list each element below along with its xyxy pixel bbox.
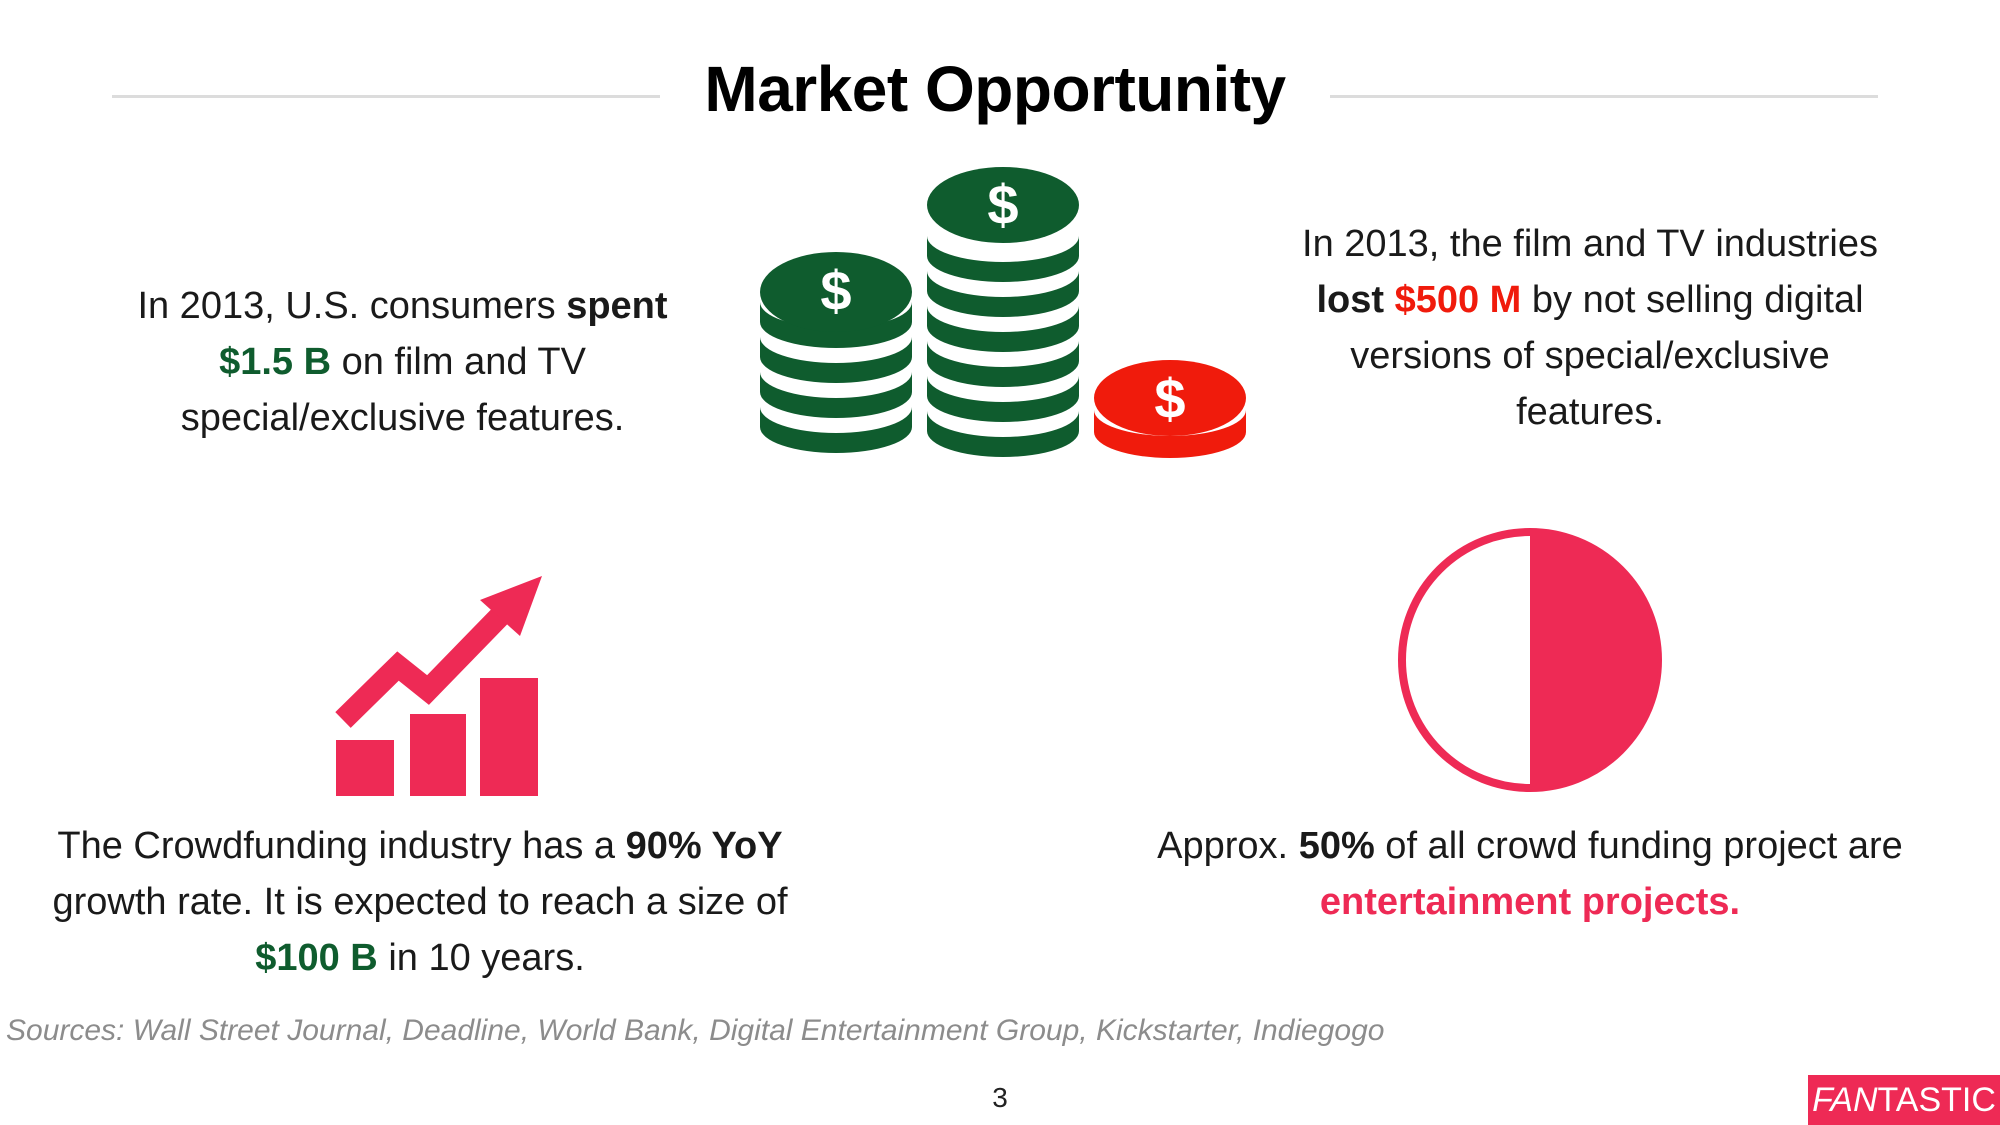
slide-title: Market Opportunity — [704, 53, 1286, 125]
brand-logo: FANTASTIC — [1808, 1075, 2000, 1125]
stat-industry-loss: In 2013, the film and TV industries lost… — [1302, 223, 1878, 433]
growth-chart-icon — [335, 576, 542, 796]
title-rule-right — [1330, 95, 1878, 98]
coin-stacks-icon: $ $ $ — [760, 167, 1246, 458]
sources-note: Sources: Wall Street Journal, Deadline, … — [6, 1014, 1385, 1047]
stat-crowdfunding-growth: The Crowdfunding industry has a 90% YoY … — [52, 825, 788, 979]
title-rule-left — [112, 95, 660, 98]
stat-entertainment-share: Approx. 50% of all crowd funding project… — [1157, 825, 1903, 923]
coin-dollar-symbol: $ — [820, 259, 851, 322]
coin-dollar-symbol: $ — [1154, 367, 1185, 430]
pie-chart-icon — [1398, 528, 1662, 792]
pie-slice-entertainment — [1530, 532, 1658, 788]
coin-dollar-symbol: $ — [987, 173, 1018, 236]
stat-consumer-spend: In 2013, U.S. consumers spent $1.5 B on f… — [137, 285, 668, 439]
page-number: 3 — [992, 1082, 1008, 1113]
